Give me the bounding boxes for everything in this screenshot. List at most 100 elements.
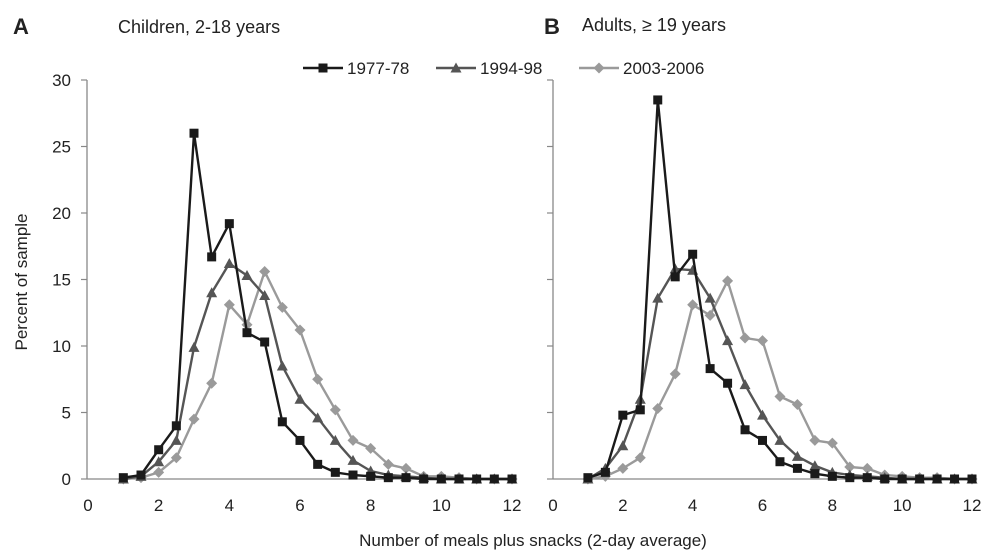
data-point: [809, 460, 821, 471]
data-point: [740, 425, 750, 435]
data-point: [809, 434, 821, 446]
data-point: [507, 474, 517, 484]
data-point: [669, 368, 681, 380]
x-tick-label: 4: [688, 496, 697, 515]
data-point: [652, 403, 664, 415]
x-tick-label: 10: [893, 496, 912, 515]
series-2003-2006: [117, 266, 518, 485]
data-point: [189, 128, 199, 138]
data-point: [758, 435, 767, 445]
data-point: [723, 378, 733, 388]
data-point: [259, 266, 271, 278]
legend-marker: [593, 62, 605, 74]
x-tick-labels-a: 0 2 4 6 8 10 12: [83, 496, 521, 515]
data-point: [223, 258, 235, 269]
data-point: [313, 459, 323, 469]
data-point: [861, 462, 873, 474]
data-point: [722, 275, 734, 287]
legend-label: 1994-98: [480, 59, 542, 78]
panel-title-b: Adults, ≥ 19 years: [582, 15, 726, 35]
data-point: [704, 292, 716, 303]
data-point: [259, 289, 271, 300]
data-point: [489, 474, 499, 484]
data-point: [276, 301, 288, 313]
data-point: [739, 379, 751, 390]
series-line: [587, 98, 972, 481]
data-point: [722, 335, 734, 346]
data-point: [774, 434, 786, 445]
x-tick-label: 2: [154, 496, 163, 515]
data-point: [207, 252, 217, 262]
x-tick-label: 12: [963, 496, 982, 515]
data-point: [472, 474, 482, 484]
legend-item: 1977-78: [303, 59, 409, 78]
data-point: [810, 469, 820, 479]
x-tick-label: 12: [503, 496, 522, 515]
y-tick-label: 10: [52, 337, 71, 356]
data-point: [276, 360, 288, 371]
data-point: [687, 299, 699, 311]
panel-letter-a: A: [13, 14, 29, 39]
data-point: [366, 471, 376, 481]
legend-label: 1977-78: [347, 59, 409, 78]
data-point: [295, 435, 305, 445]
data-point: [652, 292, 664, 303]
x-tick-label: 0: [83, 496, 92, 515]
x-axis-label: Number of meals plus snacks (2-day avera…: [359, 531, 707, 550]
data-point: [774, 391, 786, 403]
data-point: [583, 473, 593, 483]
data-point: [224, 219, 234, 229]
data-point: [153, 466, 165, 478]
data-point: [400, 462, 412, 474]
data-point: [757, 409, 768, 420]
data-point: [967, 474, 977, 484]
data-point: [436, 474, 446, 484]
legend-item: 1994-98: [436, 59, 542, 78]
data-point: [347, 454, 359, 465]
x-tick-label: 6: [758, 496, 767, 515]
x-tick-label: 6: [295, 496, 304, 515]
data-point: [705, 364, 715, 374]
y-tick-label: 30: [52, 71, 71, 90]
data-point: [329, 404, 341, 416]
data-point: [739, 332, 751, 344]
data-point: [401, 473, 411, 483]
data-point: [419, 474, 429, 484]
data-point: [932, 474, 942, 484]
data-point: [154, 445, 164, 455]
data-point: [862, 473, 872, 483]
panel-letter-b: B: [544, 14, 560, 39]
x-tick-labels-b: 0 2 4 6 8 10 12: [548, 496, 981, 515]
series-1977-78: [118, 128, 517, 484]
data-point: [880, 474, 890, 484]
data-point: [704, 309, 716, 321]
data-point: [206, 287, 218, 298]
data-point: [330, 467, 340, 477]
data-point: [382, 458, 394, 470]
axes-a: [81, 79, 512, 480]
data-point: [260, 337, 270, 347]
data-point: [136, 470, 146, 480]
x-tick-label: 2: [618, 496, 627, 515]
legend: 1977-78 1994-98 2003-2006: [303, 59, 704, 78]
data-point: [348, 470, 358, 480]
data-point: [312, 412, 324, 423]
data-point: [454, 474, 464, 484]
panel-a: A Children, 2-18 years 0 5 10 15 20 25 30 0 2 4 6…: [13, 14, 521, 515]
data-point: [618, 410, 628, 420]
legend-label: 2003-2006: [623, 59, 704, 78]
data-point: [791, 450, 803, 461]
series-layer-b: [582, 95, 978, 485]
data-point: [153, 456, 165, 467]
data-point: [950, 474, 960, 484]
data-point: [635, 405, 645, 415]
data-point: [845, 473, 855, 483]
data-point: [294, 324, 306, 336]
data-point: [792, 463, 802, 473]
series-line: [123, 131, 512, 481]
data-point: [383, 473, 393, 483]
y-tick-label: 15: [52, 271, 71, 290]
y-axis-label: Percent of sample: [12, 213, 31, 350]
legend-item: 2003-2006: [579, 59, 704, 78]
